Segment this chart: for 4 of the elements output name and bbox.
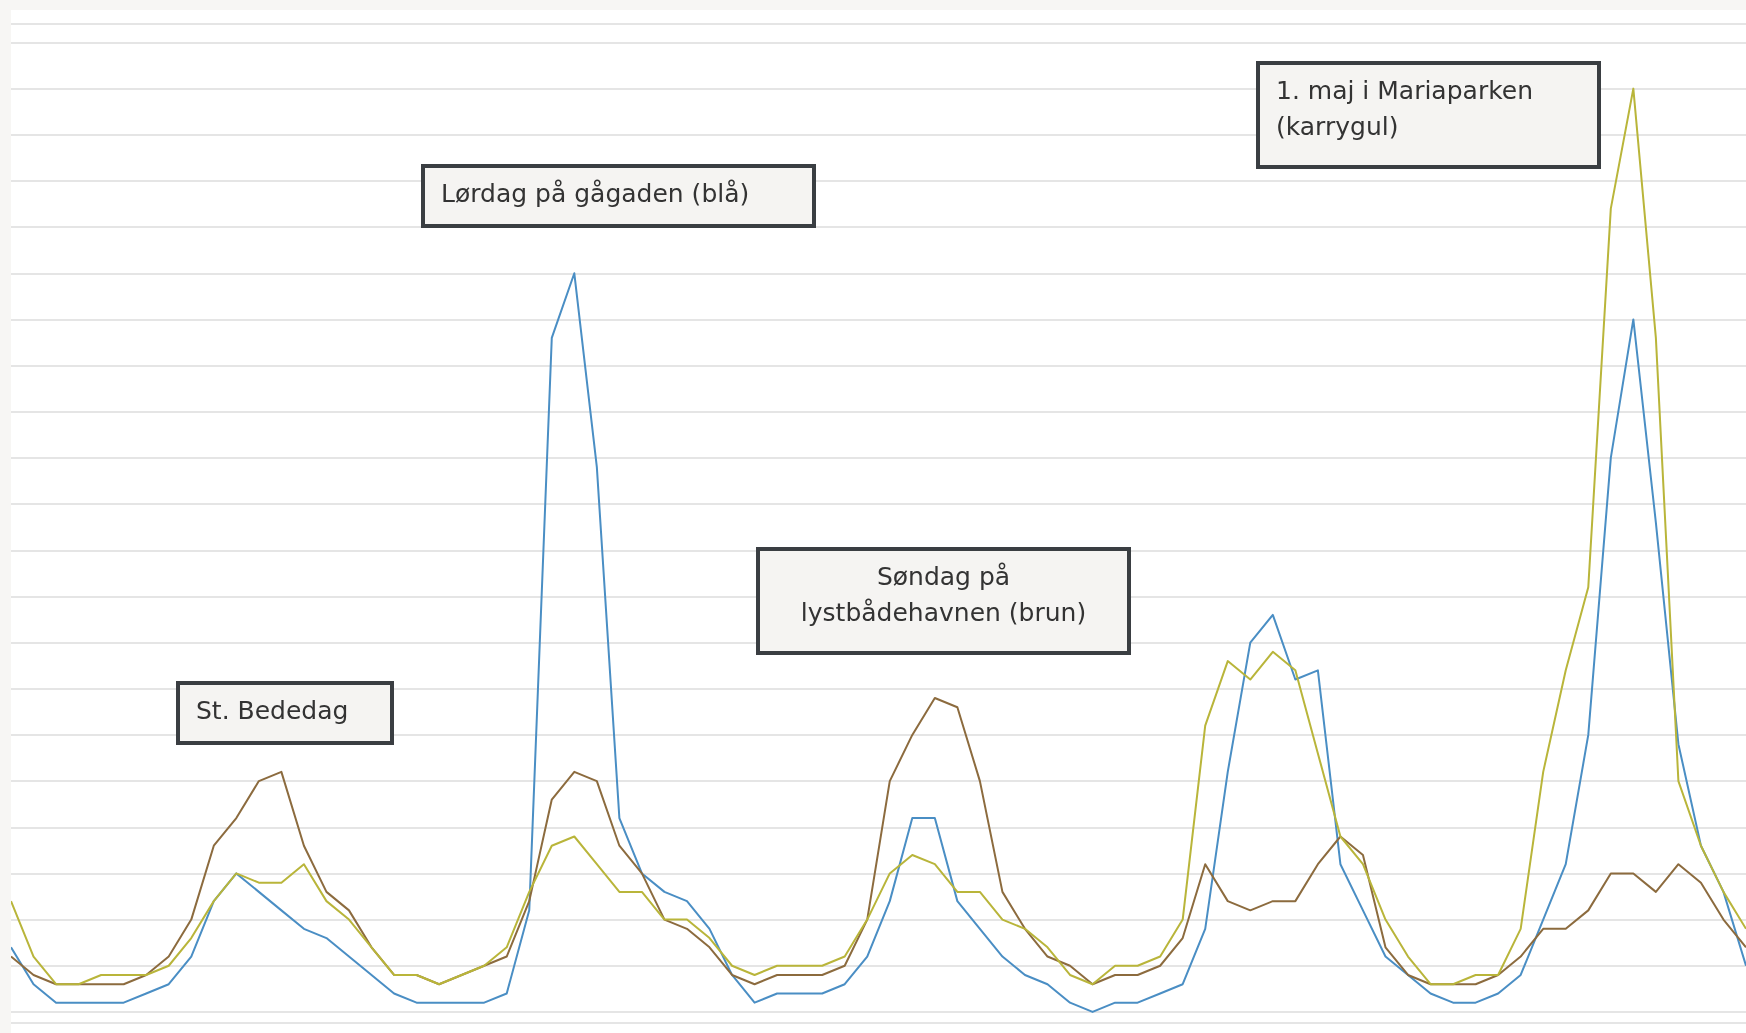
callout-box: 1. maj i Mariaparken (karrygul) — [1256, 61, 1601, 169]
callout-box: Søndag på lystbådehavnen (brun) — [756, 547, 1131, 655]
callout-box: Lørdag på gågaden (blå) — [421, 164, 816, 228]
callout-box: St. Bededag — [176, 681, 394, 745]
